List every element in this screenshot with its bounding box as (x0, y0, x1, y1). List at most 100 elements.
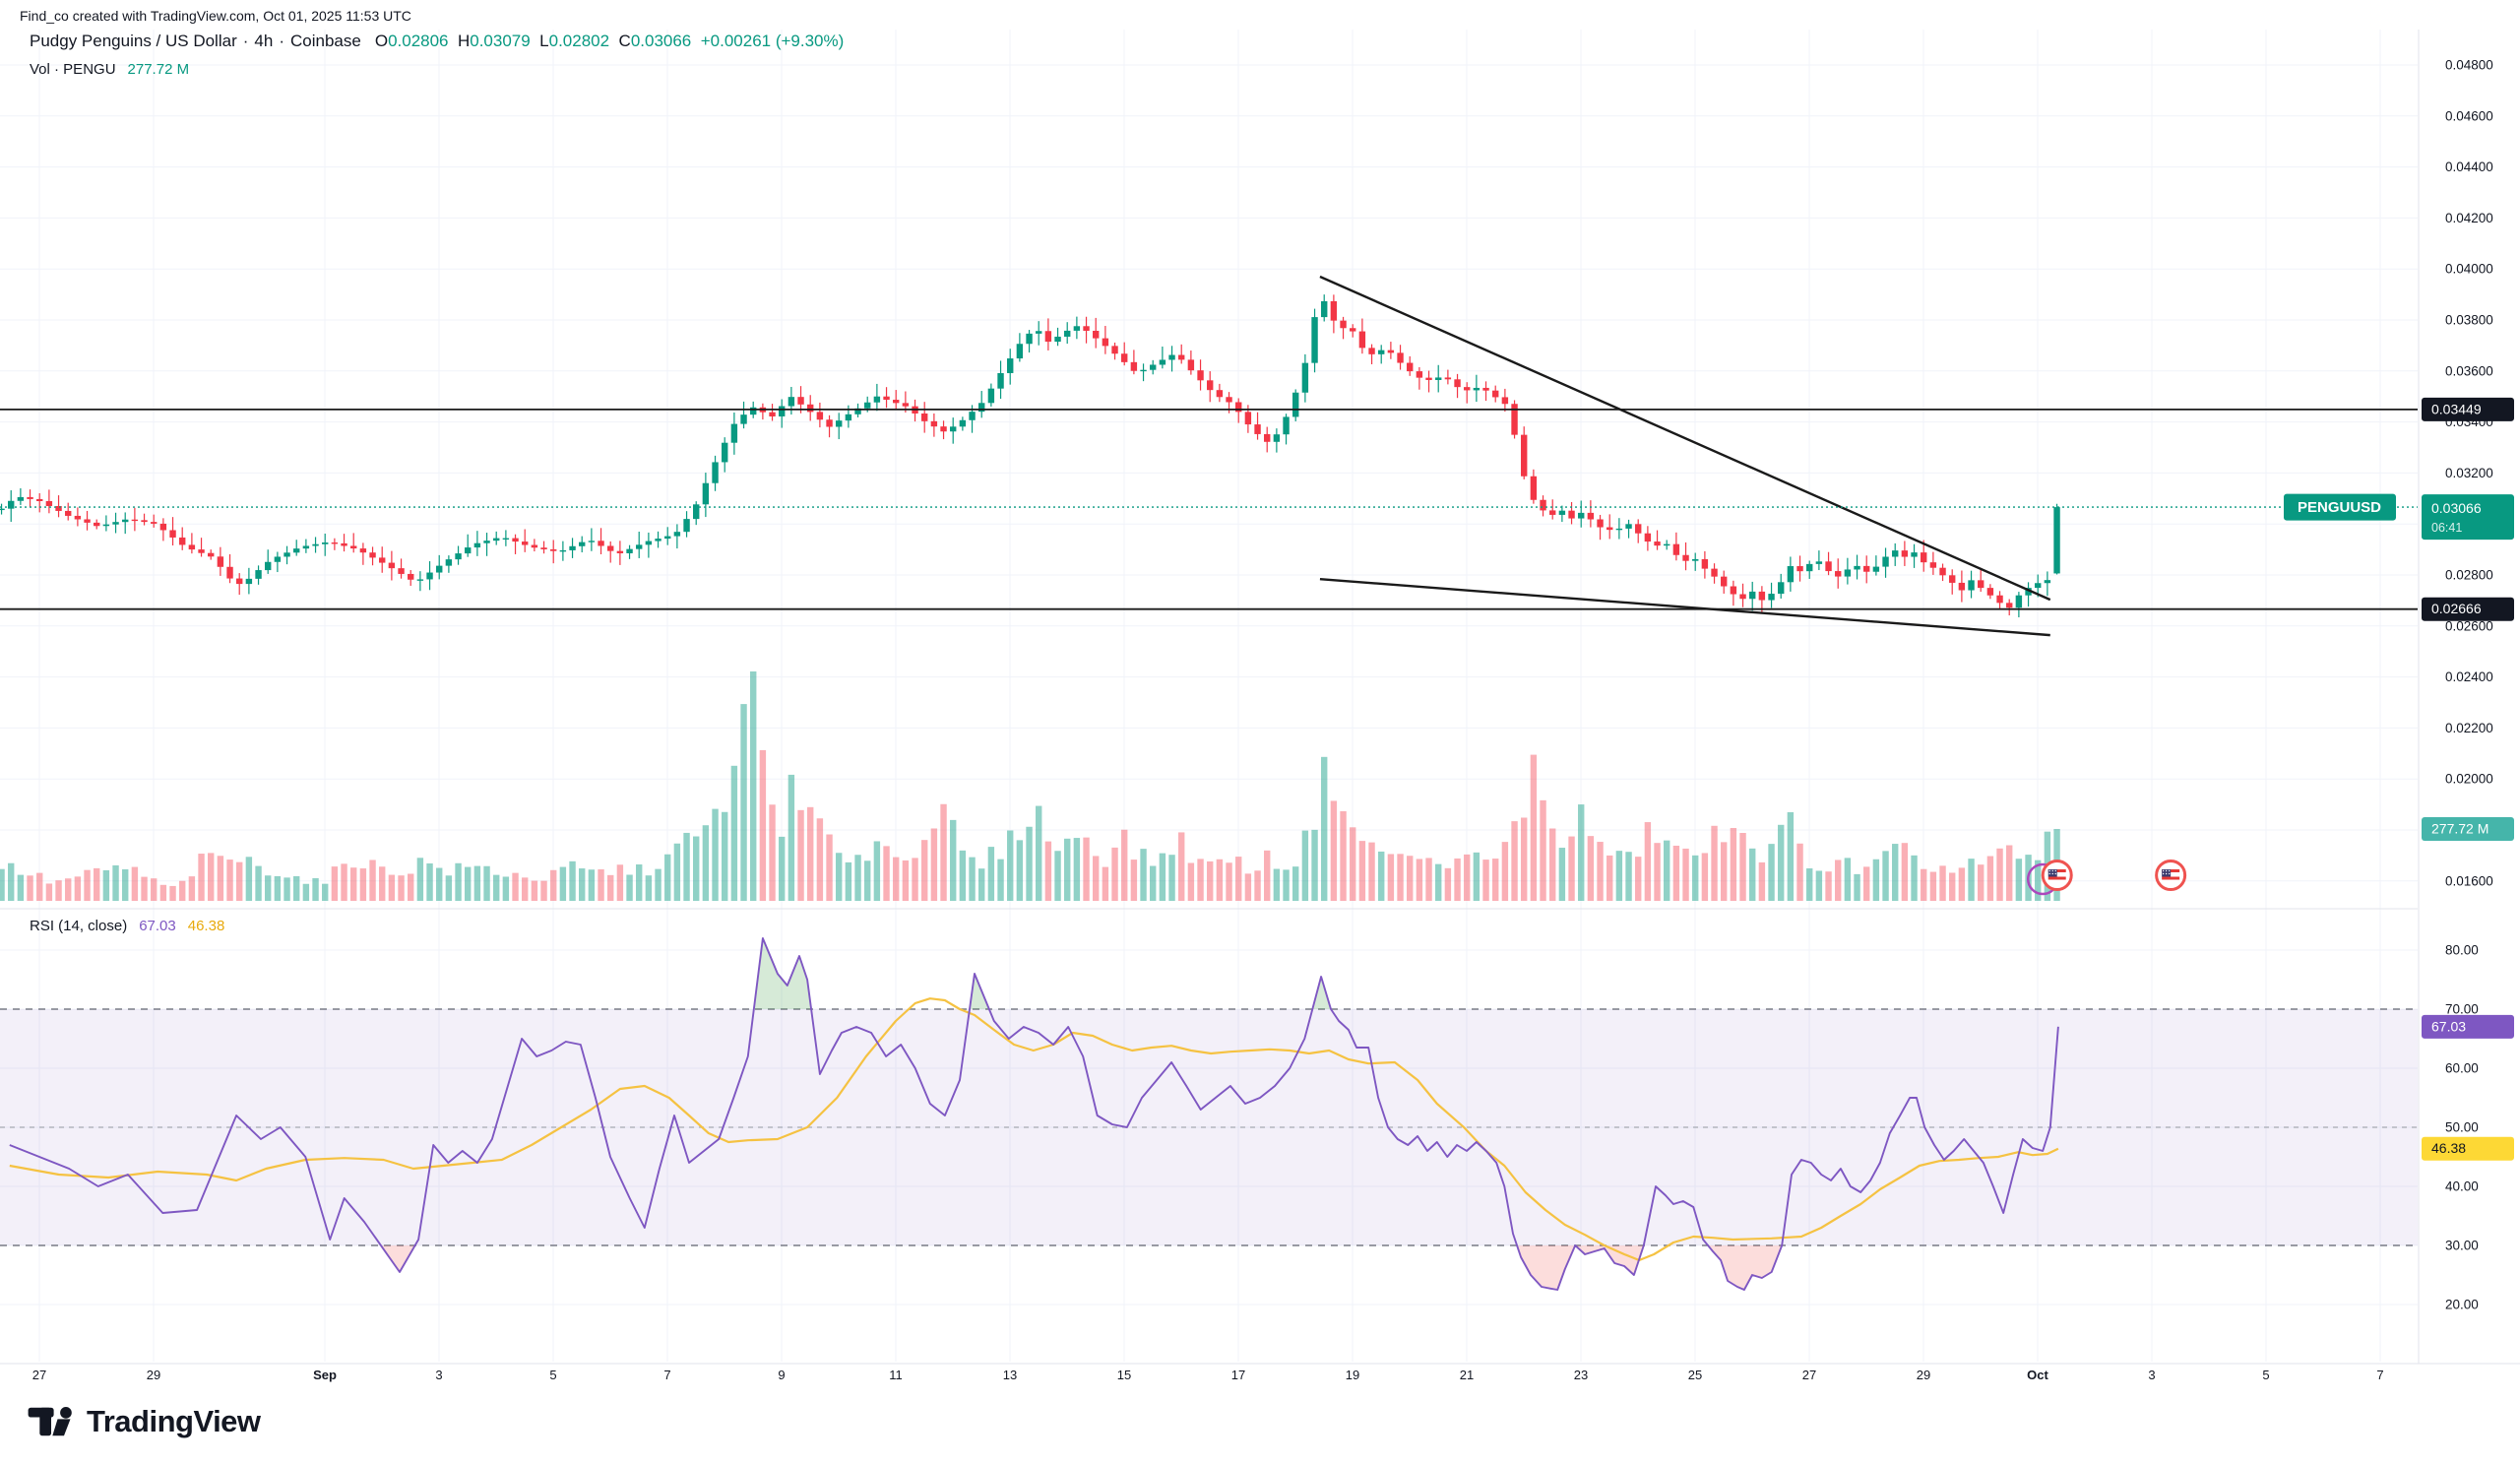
volume-bar (1197, 859, 1204, 901)
candle-body (1102, 338, 1109, 347)
volume-bar (359, 868, 367, 901)
candle-body (1444, 377, 1452, 380)
volume-legend[interactable]: Vol · PENGU 277.72 M (30, 61, 189, 78)
volume-bar (1254, 870, 1261, 901)
symbol-price-label[interactable] (2284, 493, 2396, 521)
candle-body (1986, 588, 1994, 596)
candle-wick (334, 538, 336, 550)
candle-wick (267, 549, 269, 574)
price-axis-label: 0.04400 (2445, 159, 2493, 174)
candle-body (1882, 556, 1889, 567)
candle-body (626, 548, 633, 553)
volume-bar (445, 875, 453, 901)
volume-bar (1854, 873, 1860, 901)
candle-body (198, 549, 205, 553)
volume-bar (845, 861, 852, 901)
volume-bar (512, 872, 519, 901)
candle-body (1121, 353, 1128, 362)
volume-bar (1911, 855, 1918, 901)
candle-body (1178, 354, 1185, 360)
candle-body (1844, 569, 1852, 577)
candle-body (1901, 550, 1909, 557)
volume-bar (1682, 848, 1689, 901)
volume-bar (1435, 863, 1442, 901)
volume-bar (779, 836, 786, 901)
candle-body (883, 396, 890, 401)
volume-bar (607, 874, 614, 901)
rsi-axis-label: 30.00 (2445, 1239, 2479, 1253)
time-axis-label: 23 (1573, 1368, 1589, 1382)
exchange-label[interactable]: Coinbase (290, 32, 361, 50)
time-axis-label: 27 (32, 1368, 47, 1382)
descending-trendline[interactable] (1319, 577, 2050, 637)
candle-body (2035, 583, 2042, 589)
candle-body (2006, 603, 2013, 608)
time-axis-label: 27 (1801, 1368, 1817, 1382)
candle-body (1283, 416, 1290, 435)
us-flag-event-icon[interactable] (2041, 860, 2073, 891)
candle-wick (105, 515, 107, 532)
candle-body (245, 578, 253, 585)
symbol-title[interactable]: Pudgy Penguins / US Dollar (30, 32, 237, 50)
level-badge-text: 0.02666 (2431, 601, 2482, 616)
us-flag-event-icon[interactable] (2155, 860, 2187, 891)
candle-body (1587, 512, 1595, 520)
candle-body (331, 542, 339, 544)
volume-bar (1016, 840, 1024, 901)
volume-bar (102, 869, 110, 901)
volume-bar (1939, 865, 1946, 901)
candle-body (1664, 543, 1670, 546)
candle-body (1292, 392, 1299, 417)
volume-bar (1207, 860, 1214, 901)
interval-label[interactable]: 4h (254, 32, 274, 50)
volume-bar (1330, 800, 1338, 901)
candle-body (236, 578, 243, 585)
tradingview-watermark[interactable]: TradingView (26, 1396, 261, 1447)
candle-body (1301, 362, 1309, 393)
volume-bar (493, 874, 500, 901)
candle-body (1064, 330, 1071, 337)
descending-trendline[interactable] (1319, 275, 2051, 602)
candle-body (645, 541, 653, 545)
time-axis-label: 17 (1230, 1368, 1246, 1382)
candle-body (797, 397, 804, 405)
legend-separator: · (242, 32, 249, 50)
rsi-ma-value: 46.38 (187, 918, 225, 934)
volume-bar (664, 854, 671, 901)
candle-body (1140, 369, 1147, 372)
candle-body (1835, 571, 1842, 577)
candle-body (45, 500, 53, 506)
candle-body (217, 556, 224, 567)
candle-wick (666, 527, 668, 545)
candle-body (1568, 510, 1575, 519)
rsi-badge-text: 67.03 (2431, 1018, 2466, 1034)
candle-body (2025, 588, 2032, 596)
volume-bar (388, 874, 396, 901)
volume-bar (1444, 867, 1452, 901)
rsi-legend[interactable]: RSI (14, close) 67.03 46.38 (30, 918, 224, 934)
volume-bar (579, 868, 586, 901)
price-axis-panel[interactable] (2418, 0, 2520, 1465)
candle-wick (2047, 571, 2048, 597)
time-axis-panel[interactable] (0, 1364, 2520, 1465)
close-label: C (618, 32, 631, 50)
symbol-legend[interactable]: Pudgy Penguins / US Dollar · 4h · Coinbase O0… (30, 32, 844, 51)
volume-bar (559, 866, 567, 901)
time-axis-label: 29 (1916, 1368, 1931, 1382)
rsi-band (0, 1009, 2418, 1245)
candle-body (779, 406, 786, 416)
volume-bar (122, 868, 129, 901)
candle-body (1216, 390, 1224, 398)
rsi-overbought-fill (970, 974, 989, 1009)
volume-bar (1806, 868, 1813, 901)
candle-body (388, 562, 396, 569)
volume-bar (65, 878, 72, 901)
candle-body (683, 519, 690, 533)
candle-body (893, 400, 900, 404)
time-axis[interactable]: 27 29 Sep 3 5 7 9 11 13 15 17 19 21 23 25 27 29 Oct 3 5 7 (0, 1368, 2520, 1391)
volume-bar (921, 840, 928, 901)
volume-bar (1168, 855, 1175, 901)
volume-bar (1283, 869, 1290, 901)
candle-body (436, 565, 443, 573)
